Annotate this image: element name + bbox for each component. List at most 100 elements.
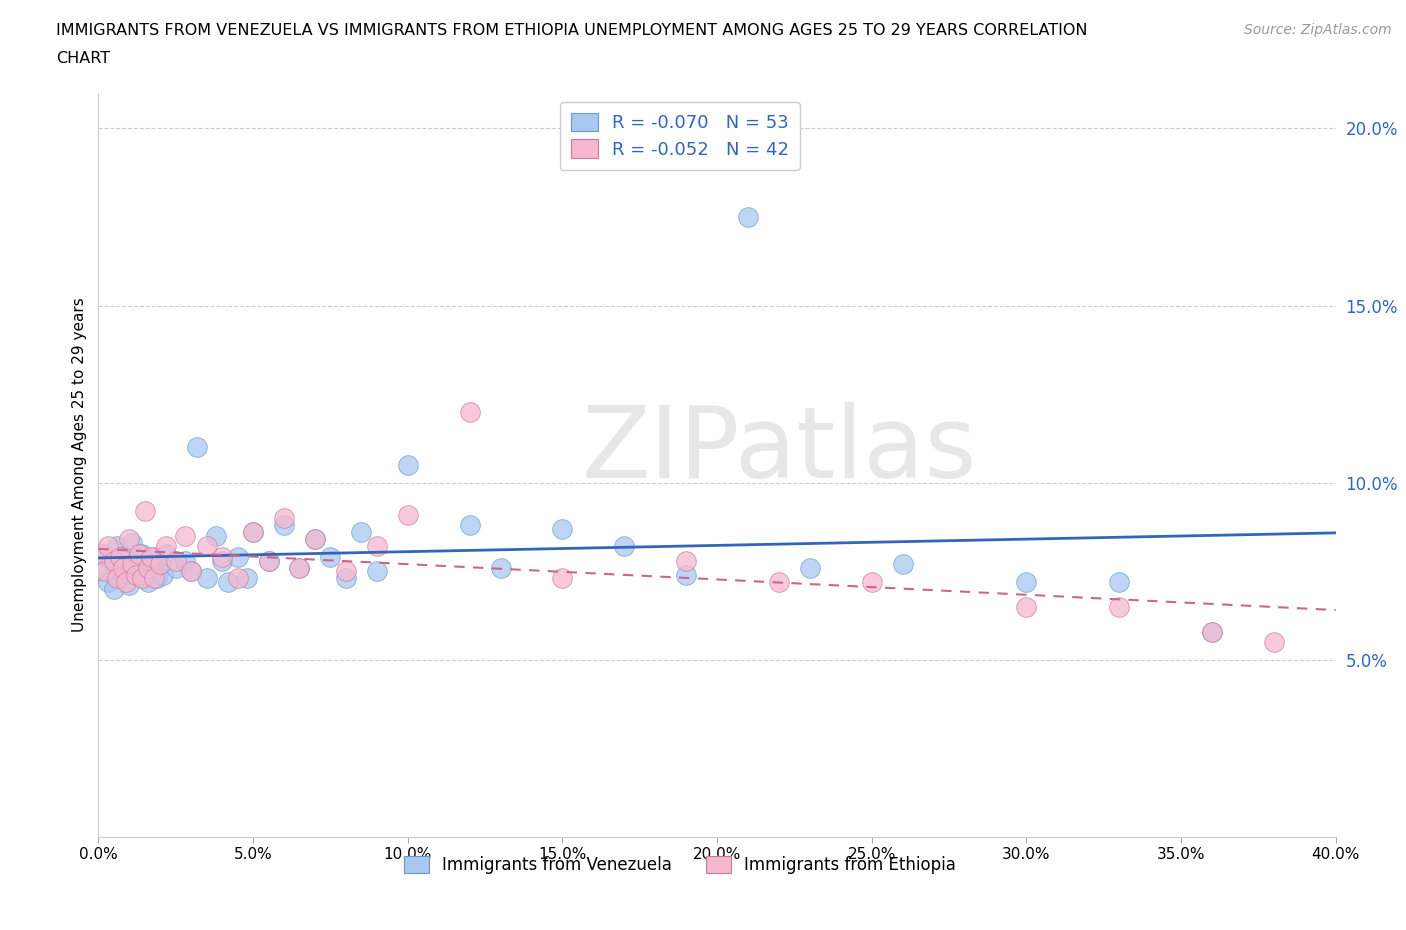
Point <box>273 518 295 533</box>
Point <box>257 553 280 568</box>
Point <box>304 532 326 547</box>
Point <box>118 532 141 547</box>
Point <box>1108 599 1130 614</box>
Point <box>93 564 115 578</box>
Point <box>242 525 264 539</box>
Point <box>131 546 153 561</box>
Point <box>155 546 177 561</box>
Point <box>288 560 311 575</box>
Point <box>97 575 120 590</box>
Text: IMMIGRANTS FROM VENEZUELA VS IMMIGRANTS FROM ETHIOPIA UNEMPLOYMENT AMONG AGES 25: IMMIGRANTS FROM VENEZUELA VS IMMIGRANTS … <box>56 23 1088 38</box>
Point <box>860 575 883 590</box>
Text: CHART: CHART <box>56 51 110 66</box>
Point <box>103 581 125 596</box>
Point <box>366 539 388 554</box>
Point <box>195 539 218 554</box>
Point <box>350 525 373 539</box>
Point <box>100 553 122 568</box>
Point <box>131 571 153 586</box>
Point <box>165 560 187 575</box>
Point <box>1263 634 1285 649</box>
Point <box>165 553 187 568</box>
Point <box>186 440 208 455</box>
Point <box>396 507 419 522</box>
Point <box>319 550 342 565</box>
Point <box>288 560 311 575</box>
Point <box>128 546 150 561</box>
Legend: Immigrants from Venezuela, Immigrants from Ethiopia: Immigrants from Venezuela, Immigrants fr… <box>398 849 963 881</box>
Point <box>675 567 697 582</box>
Point <box>226 571 249 586</box>
Point <box>335 564 357 578</box>
Point <box>112 560 135 575</box>
Point <box>236 571 259 586</box>
Point <box>90 546 112 561</box>
Point <box>366 564 388 578</box>
Point <box>211 550 233 565</box>
Point <box>103 553 125 568</box>
Point <box>396 458 419 472</box>
Point <box>304 532 326 547</box>
Point <box>1015 599 1038 614</box>
Point <box>124 567 146 582</box>
Point <box>108 550 131 565</box>
Point <box>121 557 143 572</box>
Point <box>93 546 115 561</box>
Point <box>112 550 135 565</box>
Point <box>1108 575 1130 590</box>
Point <box>174 528 197 543</box>
Point <box>273 511 295 525</box>
Point <box>737 209 759 224</box>
Point <box>768 575 790 590</box>
Point <box>143 550 166 565</box>
Point <box>115 575 138 590</box>
Point <box>799 560 821 575</box>
Point <box>551 571 574 586</box>
Point <box>139 550 162 565</box>
Point <box>136 560 159 575</box>
Point <box>226 550 249 565</box>
Point <box>335 571 357 586</box>
Point <box>97 539 120 554</box>
Point <box>105 539 128 554</box>
Text: ZIPatlas: ZIPatlas <box>581 402 977 498</box>
Point <box>149 557 172 572</box>
Point <box>1201 624 1223 639</box>
Point <box>134 504 156 519</box>
Point <box>155 539 177 554</box>
Point <box>105 571 128 586</box>
Point <box>211 553 233 568</box>
Text: Source: ZipAtlas.com: Source: ZipAtlas.com <box>1244 23 1392 37</box>
Point <box>242 525 264 539</box>
Point <box>139 564 162 578</box>
Point <box>675 553 697 568</box>
Point <box>115 560 138 575</box>
Point <box>257 553 280 568</box>
Point <box>613 539 636 554</box>
Point <box>489 560 512 575</box>
Point <box>1015 575 1038 590</box>
Point <box>1201 624 1223 639</box>
Point <box>458 518 481 533</box>
Point <box>149 557 172 572</box>
Point <box>121 536 143 551</box>
Point <box>108 571 131 586</box>
Point <box>217 575 239 590</box>
Point <box>458 405 481 419</box>
Point <box>118 578 141 593</box>
Point <box>128 567 150 582</box>
Point <box>143 571 166 586</box>
Point <box>152 567 174 582</box>
Point <box>205 528 228 543</box>
Point <box>124 557 146 572</box>
Point <box>195 571 218 586</box>
Point <box>180 564 202 578</box>
Point <box>134 560 156 575</box>
Point <box>136 575 159 590</box>
Point <box>891 557 914 572</box>
Point <box>174 553 197 568</box>
Y-axis label: Unemployment Among Ages 25 to 29 years: Unemployment Among Ages 25 to 29 years <box>72 298 87 632</box>
Point <box>180 564 202 578</box>
Point <box>146 571 169 586</box>
Point <box>90 564 112 578</box>
